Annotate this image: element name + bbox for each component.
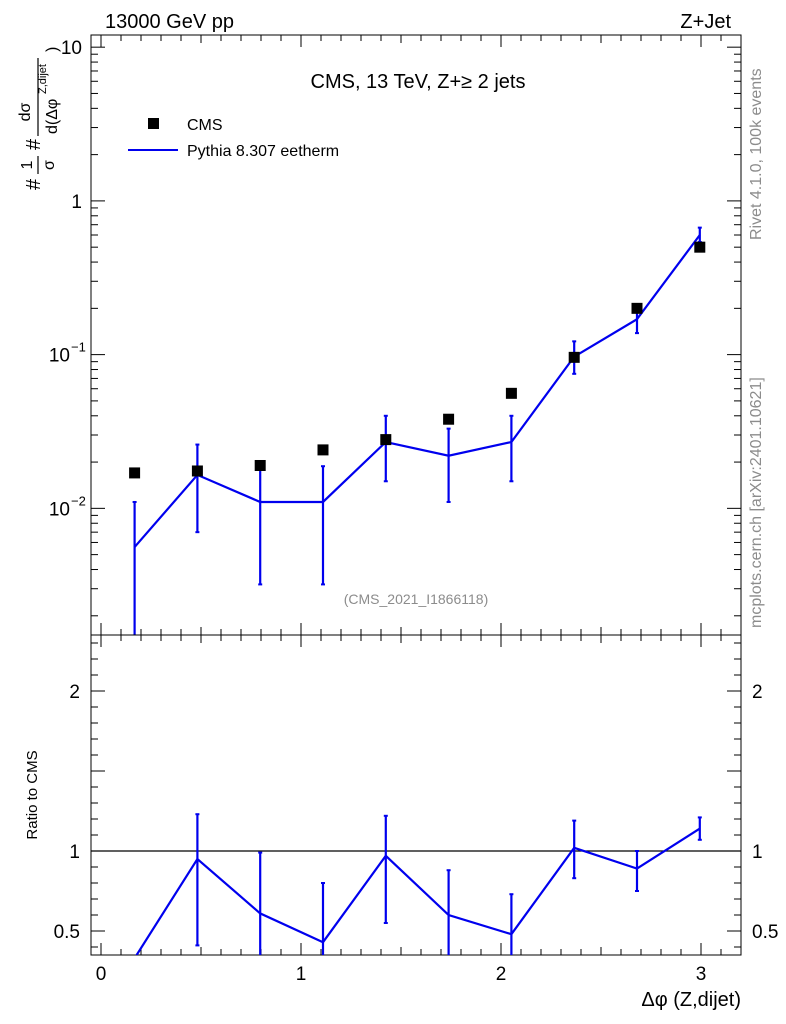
x-axis-label: Δφ (Z,dijet) (641, 989, 741, 1011)
ratio-ytick-label-right: 0.5 (752, 922, 778, 943)
ratio-axis-ticks (91, 635, 742, 955)
ratio-ytick-label-right: 1 (752, 842, 763, 863)
mcplots-label: mcplots.cern.ch [arXiv:2401.10621] (748, 377, 765, 628)
ylabel-hash-1: # (23, 178, 45, 190)
ylabel-superscript: Z,dijet (37, 64, 49, 94)
header-left-label: 13000 GeV pp (105, 11, 234, 33)
svg-text:#: # (23, 178, 45, 190)
header-right-label: Z+Jet (680, 11, 731, 33)
ratio-ytick-label-left: 2 (69, 682, 80, 703)
ylabel-one: 1 (19, 160, 36, 169)
ratio-plot-panel: 0.5 0.5 1 1 2 2 0 1 2 3 Ratio to CMS Δφ (Z,dijet… (24, 634, 779, 1011)
main-plot-title: CMS, 13 TeV, Z+≥ 2 jets (311, 71, 526, 93)
ratio-data-layer (91, 813, 741, 955)
main-data-layer (129, 226, 706, 635)
cms-data-point (505, 387, 517, 399)
main-y-axis-label: # 1 σ # dσ d(Δφ Z,dijet ) (17, 47, 61, 190)
ratio-xtick-label: 0 (96, 964, 107, 985)
cms-data-point (443, 413, 455, 425)
cms-data-point (694, 241, 706, 253)
ratio-xtick-label: 3 (696, 964, 707, 985)
ratio-y-axis-label: Ratio to CMS (24, 750, 41, 839)
cms-data-point (191, 465, 203, 477)
ylabel-sigma: σ (41, 160, 58, 170)
ratio-line (135, 827, 701, 955)
cms-data-point (317, 444, 329, 456)
cms-data-point (568, 351, 580, 363)
ratio-plot-frame (90, 634, 742, 956)
main-ytick-label-exponent: −2 (71, 493, 86, 508)
pythia-line (133, 234, 701, 548)
cms-data-point (380, 434, 392, 446)
ratio-ytick-label-right: 2 (752, 682, 763, 703)
main-ytick-label: 10 (61, 38, 82, 59)
main-ytick-label-exponent: −1 (71, 340, 86, 355)
analysis-label: (CMS_2021_I1866118) (344, 591, 489, 607)
ylabel-close-paren: ) (44, 47, 61, 52)
ratio-y-tick-labels: 0.5 0.5 1 1 2 2 (54, 682, 779, 943)
ratio-ytick-label-left: 1 (69, 842, 80, 863)
main-ytick-label: 1 (71, 192, 82, 213)
ylabel-hash-2: # (23, 138, 45, 150)
ratio-ytick-label-left: 0.5 (54, 922, 80, 943)
main-ytick-label: 10 (49, 346, 70, 367)
ratio-xtick-label: 1 (296, 964, 307, 985)
cms-data-point (129, 467, 141, 479)
main-axis-ticks (91, 35, 742, 635)
ylabel-denominator: d(Δφ (44, 99, 61, 134)
rivet-label: Rivet 4.1.0, 100k events (748, 68, 765, 240)
cms-data-point (254, 459, 266, 471)
legend: CMS Pythia 8.307 eetherm (128, 117, 339, 160)
cms-data-point (631, 302, 643, 314)
legend-label-pythia: Pythia 8.307 eetherm (187, 143, 339, 160)
main-ytick-label: 10 (49, 499, 70, 520)
legend-label-cms: CMS (187, 117, 223, 134)
legend-marker-cms (148, 118, 159, 129)
ylabel-dsigma: dσ (17, 102, 34, 121)
ratio-x-tick-labels: 0 1 2 3 (96, 964, 707, 985)
ratio-xtick-label: 2 (496, 964, 507, 985)
